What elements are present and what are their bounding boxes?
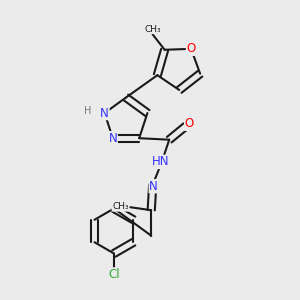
Text: HN: HN [152,155,169,168]
Text: CH₃: CH₃ [112,202,129,211]
Text: N: N [108,132,117,145]
Text: O: O [185,117,194,130]
Text: N: N [100,106,109,119]
Text: CH₃: CH₃ [144,25,161,34]
Text: O: O [187,42,196,55]
Text: H: H [84,106,92,116]
Text: N: N [149,180,158,193]
Text: Cl: Cl [108,268,120,281]
